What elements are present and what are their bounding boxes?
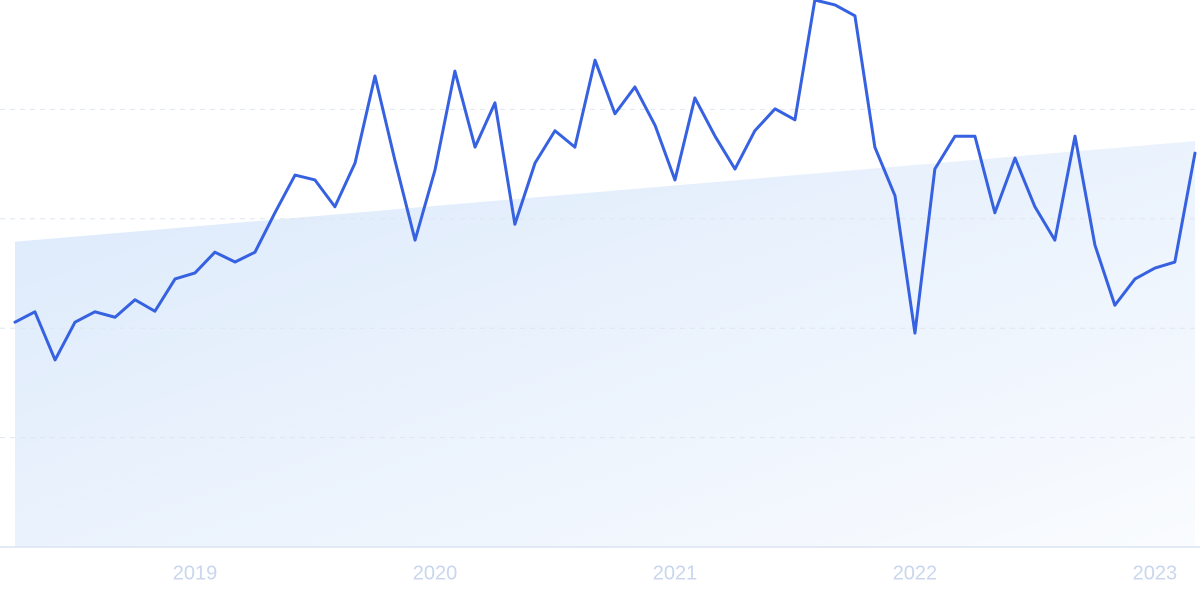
trend-area (15, 141, 1195, 547)
x-tick-label: 2021 (653, 562, 698, 584)
x-tick-label: 2023 (1133, 562, 1178, 584)
x-tick-label: 2020 (413, 562, 458, 584)
line (13, 0, 1197, 362)
x-tick-label: 2022 (893, 562, 938, 584)
x-tick-label: 2019 (173, 562, 218, 584)
